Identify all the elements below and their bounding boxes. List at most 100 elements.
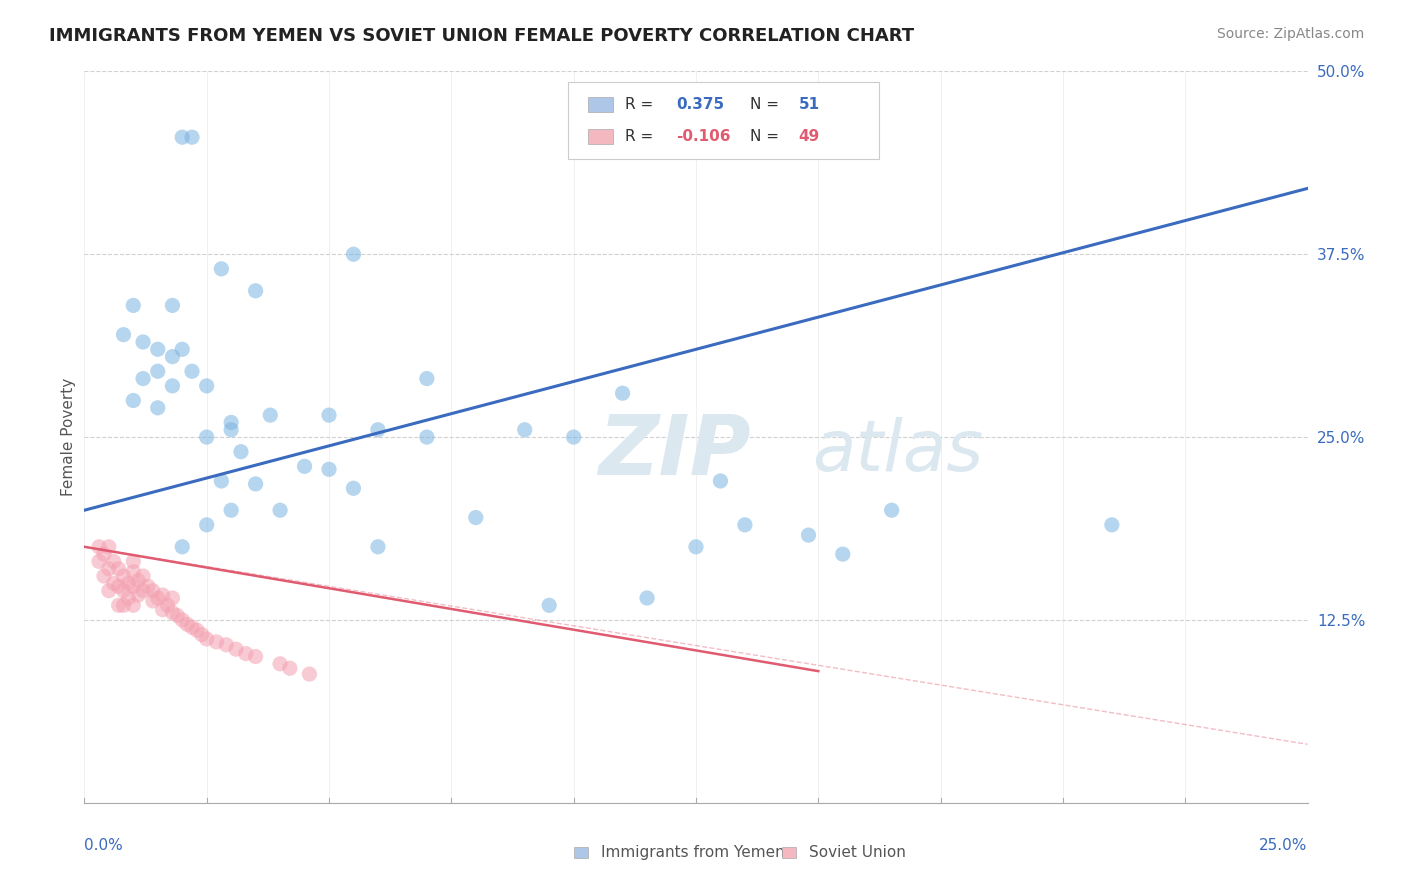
Point (342, 247, 364, 261)
Point (245, 649, 267, 664)
Text: 0.375: 0.375 (676, 96, 724, 112)
Point (152, 588, 174, 602)
Point (142, 594, 165, 608)
Point (97, 583, 120, 598)
Point (367, 540, 389, 554)
Point (245, 284, 267, 298)
Point (1101, 517, 1123, 532)
Point (93, 547, 115, 561)
Point (464, 510, 486, 524)
Point (709, 474, 731, 488)
Text: 0.0%: 0.0% (84, 838, 124, 853)
Point (176, 617, 198, 632)
Point (132, 334, 155, 349)
Point (318, 462, 340, 476)
Text: Soviet Union: Soviet Union (808, 845, 905, 860)
Point (132, 569, 155, 583)
Point (142, 583, 165, 598)
Point (146, 364, 169, 378)
Y-axis label: Female Poverty: Female Poverty (60, 378, 76, 496)
Point (831, 547, 853, 561)
Point (186, 623, 208, 637)
Point (195, 379, 218, 393)
Point (107, 599, 129, 613)
Point (342, 481, 364, 495)
Point (562, 430, 585, 444)
Point (87, 554, 110, 568)
Point (117, 576, 139, 591)
Point (880, 503, 903, 517)
Point (87, 540, 110, 554)
Point (146, 401, 169, 415)
Point (162, 606, 184, 620)
Text: R =: R = (626, 96, 654, 112)
Point (97, 562, 120, 576)
Point (122, 393, 145, 408)
Point (172, 130, 194, 145)
Point (152, 603, 174, 617)
Point (259, 408, 281, 422)
Point (245, 476, 267, 491)
Point (117, 591, 139, 605)
Text: Source: ZipAtlas.com: Source: ZipAtlas.com (1216, 27, 1364, 41)
Text: R =: R = (626, 129, 654, 144)
Point (112, 599, 135, 613)
Point (538, 599, 561, 613)
Point (122, 565, 145, 579)
Point (195, 430, 218, 444)
Point (127, 574, 149, 588)
Point (181, 364, 204, 378)
Point (219, 503, 242, 517)
Point (112, 327, 135, 342)
Text: 49: 49 (799, 129, 820, 144)
Point (127, 588, 149, 602)
Point (112, 583, 135, 598)
Point (416, 371, 439, 385)
Point (146, 343, 169, 357)
Point (235, 647, 257, 661)
Text: 25.0%: 25.0% (1260, 838, 1308, 853)
Point (513, 423, 536, 437)
Point (278, 661, 301, 675)
Point (219, 416, 242, 430)
Point (195, 632, 218, 646)
Bar (588, 129, 613, 144)
Point (269, 657, 291, 671)
Text: IMMIGRANTS FROM YEMEN VS SOVIET UNION FEMALE POVERTY CORRELATION CHART: IMMIGRANTS FROM YEMEN VS SOVIET UNION FE… (49, 27, 914, 45)
Point (215, 638, 238, 652)
Point (132, 371, 155, 385)
Point (416, 430, 439, 444)
Point (181, 130, 204, 145)
Point (122, 579, 145, 593)
Point (166, 608, 188, 623)
Point (103, 576, 125, 591)
Point (298, 667, 321, 681)
Point (209, 261, 232, 276)
Point (122, 298, 145, 312)
Point (156, 599, 179, 613)
Point (107, 579, 129, 593)
Bar (782, 847, 796, 858)
Point (122, 599, 145, 613)
Point (97, 540, 120, 554)
Point (219, 423, 242, 437)
Point (162, 350, 184, 364)
Point (191, 627, 214, 641)
Point (146, 591, 169, 605)
Bar (588, 97, 613, 112)
Point (172, 613, 194, 627)
Point (734, 517, 756, 532)
Point (294, 459, 316, 474)
Point (225, 642, 247, 657)
Text: -0.106: -0.106 (676, 129, 731, 144)
Point (318, 408, 340, 422)
Text: Immigrants from Yemen: Immigrants from Yemen (600, 845, 785, 860)
Point (612, 386, 634, 401)
Point (172, 343, 194, 357)
Text: N =: N = (749, 96, 779, 112)
FancyBboxPatch shape (568, 81, 880, 159)
Point (107, 562, 129, 576)
Point (685, 540, 707, 554)
Point (229, 444, 252, 458)
Point (162, 591, 184, 605)
